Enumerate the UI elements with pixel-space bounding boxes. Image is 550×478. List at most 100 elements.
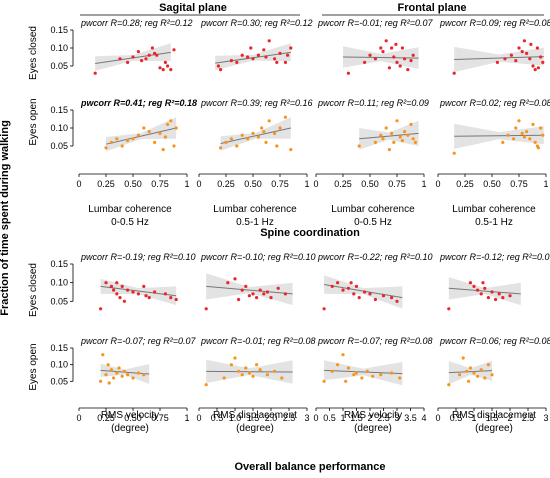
- panel-stat: pwcorr R=0.09; reg R²=0.08: [439, 18, 550, 28]
- data-point: [278, 126, 282, 130]
- data-point: [357, 144, 361, 148]
- panel-stat: pwcorr R=-0.01; reg R²=0.08: [200, 336, 316, 346]
- x-tick-label: 3: [304, 413, 309, 423]
- x-tick-label: 0.50: [124, 413, 142, 423]
- data-point: [520, 131, 524, 135]
- data-point: [136, 292, 140, 296]
- confidence-band: [206, 273, 293, 306]
- data-point: [229, 137, 233, 141]
- data-point: [539, 126, 543, 130]
- data-point: [235, 60, 239, 64]
- data-point: [115, 371, 119, 375]
- x-tick-label: 0: [435, 413, 440, 423]
- data-point: [273, 57, 277, 61]
- data-point: [398, 64, 402, 68]
- data-point: [490, 290, 494, 294]
- data-point: [278, 51, 282, 56]
- data-point: [394, 42, 398, 47]
- data-point: [275, 60, 279, 64]
- data-point: [349, 281, 353, 285]
- panel-bottom-closed-4: pwcorr R=-0.12; reg R²=0.09: [439, 252, 550, 311]
- data-point: [112, 288, 116, 292]
- data-point: [406, 133, 410, 137]
- data-point: [400, 46, 404, 50]
- data-point: [247, 294, 251, 298]
- data-point: [476, 288, 480, 292]
- data-point: [273, 131, 277, 135]
- data-point: [144, 57, 148, 61]
- top-xlabel-2b: 0.5-1 Hz: [236, 217, 274, 228]
- data-point: [120, 284, 124, 288]
- data-point: [517, 119, 521, 123]
- data-point: [107, 381, 111, 385]
- data-point: [126, 60, 130, 64]
- data-point: [244, 284, 248, 288]
- x-tick-label: 0: [196, 413, 201, 423]
- top-xlabel-3b: 0-0.5 Hz: [354, 217, 392, 228]
- regression-line: [100, 285, 177, 297]
- x-tick-label: 0: [435, 179, 440, 189]
- panel-stat: pwcorr R=0.41; reg R²=0.18: [80, 98, 197, 108]
- data-point: [158, 131, 162, 135]
- confidence-band: [100, 363, 150, 384]
- x-tick-label: 1: [184, 413, 189, 423]
- data-point: [368, 292, 372, 296]
- x-tick-label: 1: [543, 179, 548, 189]
- panel-bottom-open-1: pwcorr R=-0.07; reg R²=0.07 0.05 0.10 0.15 0…: [50, 336, 196, 423]
- data-point: [517, 46, 521, 50]
- data-point: [506, 133, 510, 137]
- data-point: [379, 373, 383, 377]
- panel-top-closed-3: pwcorr R=-0.01; reg R²=0.07: [317, 18, 434, 75]
- panel-stat: pwcorr R=0.02; reg R²=0.08: [439, 98, 550, 108]
- data-point: [390, 131, 394, 135]
- y-tick-label: 0.15: [50, 343, 68, 353]
- data-point: [476, 374, 480, 378]
- data-point: [529, 42, 533, 47]
- data-point: [390, 371, 394, 375]
- data-point: [283, 115, 287, 119]
- data-point: [262, 292, 266, 296]
- data-point: [126, 288, 130, 292]
- data-point: [150, 46, 154, 50]
- plane-header-frontal: Frontal plane: [397, 2, 466, 14]
- data-point: [120, 374, 124, 378]
- data-point: [390, 296, 394, 300]
- data-point: [346, 366, 350, 370]
- y-tick-label: 0.15: [50, 25, 68, 35]
- data-point: [240, 288, 244, 292]
- data-point: [539, 55, 543, 59]
- data-point: [106, 363, 110, 367]
- data-point: [395, 60, 399, 64]
- panel-top-closed-1: pwcorr R=0.28; reg R²=0.12 0.05 0.10 0.15: [50, 18, 193, 75]
- x-tick-label: 0.50: [361, 179, 379, 189]
- x-tick-label: 0.25: [334, 179, 352, 189]
- data-point: [163, 135, 167, 139]
- panel-top-closed-2: pwcorr R=0.30; reg R²=0.12: [200, 18, 313, 72]
- data-point: [251, 292, 255, 296]
- data-point: [495, 60, 499, 64]
- data-point: [104, 373, 108, 377]
- data-point: [501, 296, 505, 300]
- y-tick-label: 0.05: [50, 296, 68, 306]
- data-point: [163, 292, 167, 296]
- data-point: [229, 59, 233, 63]
- x-tick-label: 0.25: [97, 413, 115, 423]
- y-tick-label: 0.10: [50, 360, 68, 370]
- x-tick-label: 0: [76, 179, 81, 189]
- data-point: [112, 376, 116, 380]
- data-point: [264, 55, 268, 59]
- top-xlabel-4b: 0.5-1 Hz: [475, 217, 513, 228]
- bottom-xlabel-3b: (degree): [354, 423, 392, 434]
- data-point: [166, 64, 170, 68]
- data-point: [486, 296, 490, 300]
- y-tick-label: 0.10: [50, 123, 68, 133]
- regression-line: [206, 285, 293, 295]
- data-point: [264, 140, 268, 144]
- x-tick-label: 0.75: [151, 413, 169, 423]
- top-section-title: Spine coordination: [260, 227, 360, 239]
- data-point: [535, 46, 540, 50]
- data-point: [147, 130, 151, 134]
- data-point: [520, 50, 524, 54]
- data-point: [147, 296, 151, 300]
- regression-line: [105, 127, 177, 145]
